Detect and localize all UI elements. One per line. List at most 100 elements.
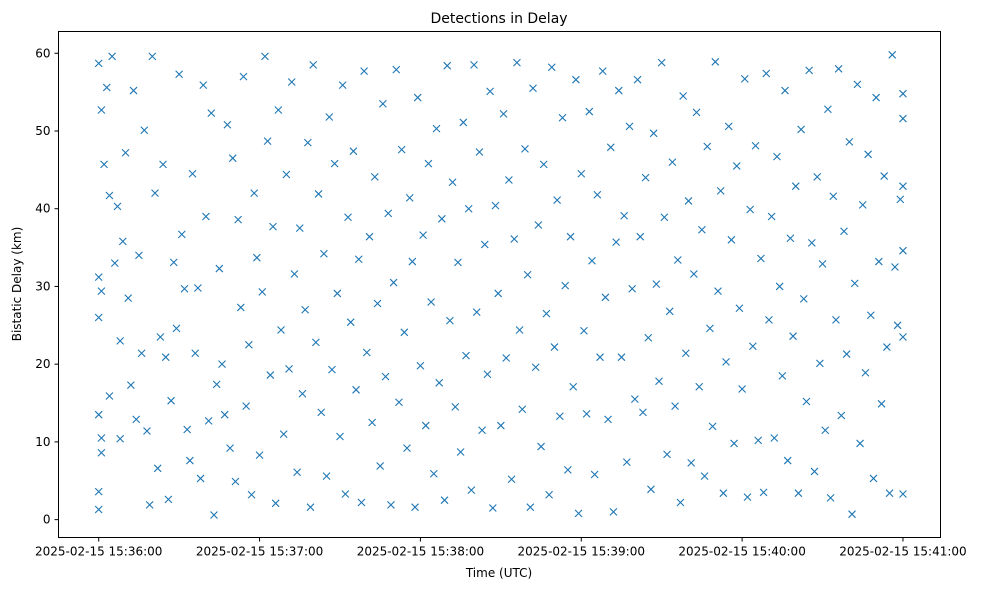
data-point — [108, 52, 117, 61]
data-point — [588, 256, 596, 265]
data-point — [223, 120, 232, 129]
data-point — [266, 371, 275, 379]
data-point — [437, 214, 446, 223]
data-point — [135, 251, 143, 260]
data-point — [231, 477, 240, 486]
data-point — [247, 490, 256, 499]
data-point — [521, 144, 529, 153]
data-point — [762, 69, 771, 78]
data-point — [405, 193, 414, 202]
data-point — [387, 500, 395, 509]
data-point — [242, 402, 251, 411]
data-point — [354, 255, 363, 264]
data-point — [293, 468, 301, 477]
data-point — [446, 316, 454, 325]
data-point — [738, 385, 747, 393]
data-point — [156, 333, 165, 341]
data-point — [834, 64, 843, 73]
data-point — [274, 106, 283, 114]
points-layer — [94, 50, 907, 519]
data-point — [336, 432, 344, 441]
data-point — [840, 227, 848, 236]
data-point — [486, 87, 495, 96]
data-point — [622, 458, 631, 466]
x-tick-label: 2025-02-15 15:39:00 — [518, 545, 645, 559]
data-point — [462, 351, 470, 360]
data-point — [893, 321, 902, 330]
data-point — [842, 350, 851, 358]
data-point — [824, 105, 832, 114]
data-point — [858, 200, 867, 209]
data-point — [888, 50, 897, 59]
y-tick-label: 20 — [35, 357, 50, 371]
data-point — [320, 249, 328, 258]
data-point — [754, 436, 763, 445]
data-point — [400, 328, 409, 337]
data-point — [853, 80, 862, 89]
data-point — [714, 287, 722, 295]
data-point — [137, 349, 146, 358]
data-point — [172, 324, 181, 333]
data-point — [732, 162, 741, 170]
data-point — [641, 173, 650, 182]
data-point — [113, 202, 122, 211]
data-point — [676, 498, 685, 507]
data-point — [807, 239, 816, 247]
data-point — [191, 349, 200, 358]
data-point — [899, 333, 907, 341]
data-point — [620, 211, 629, 220]
data-point — [569, 382, 578, 391]
data-point — [706, 324, 714, 333]
data-point — [94, 487, 103, 496]
data-point — [435, 378, 444, 387]
x-tick-label: 2025-02-15 15:36:00 — [35, 545, 162, 559]
data-point — [850, 279, 859, 288]
data-point — [381, 372, 390, 381]
data-point — [100, 160, 108, 169]
data-point — [612, 238, 621, 247]
data-point — [459, 118, 468, 127]
data-point — [529, 84, 537, 93]
y-tick-label: 40 — [35, 202, 50, 216]
data-point — [429, 469, 438, 478]
data-point — [215, 264, 224, 273]
data-point — [328, 365, 336, 374]
data-point — [470, 61, 478, 69]
data-point — [679, 92, 688, 100]
data-point — [234, 215, 243, 224]
data-point — [719, 489, 728, 498]
data-point — [196, 474, 205, 483]
data-point — [480, 240, 489, 249]
data-point — [218, 360, 226, 369]
data-point — [647, 485, 655, 494]
data-point — [255, 451, 264, 459]
data-point — [872, 93, 881, 102]
y-axis: 0 10 20 30 40 50 60 — [35, 46, 59, 527]
data-point — [143, 427, 151, 435]
data-point — [451, 403, 460, 411]
data-point — [126, 381, 135, 390]
data-point — [856, 439, 864, 448]
data-point — [199, 81, 208, 90]
data-point — [590, 470, 599, 479]
data-point — [561, 281, 570, 290]
data-point — [671, 402, 679, 411]
data-point — [601, 293, 610, 302]
data-point — [864, 150, 873, 159]
data-point — [456, 448, 465, 456]
data-point — [655, 377, 663, 386]
data-point — [97, 106, 106, 114]
data-point — [542, 309, 551, 318]
data-point — [282, 170, 291, 179]
data-point — [563, 465, 572, 474]
data-point — [797, 125, 805, 134]
data-point — [566, 232, 575, 241]
data-point — [408, 257, 417, 266]
x-tick-label: 2025-02-15 15:41:00 — [839, 545, 966, 559]
data-point — [301, 305, 310, 314]
data-point — [416, 361, 425, 370]
data-point — [882, 343, 891, 351]
data-point — [360, 67, 369, 76]
data-point — [151, 189, 159, 198]
data-point — [440, 496, 449, 505]
